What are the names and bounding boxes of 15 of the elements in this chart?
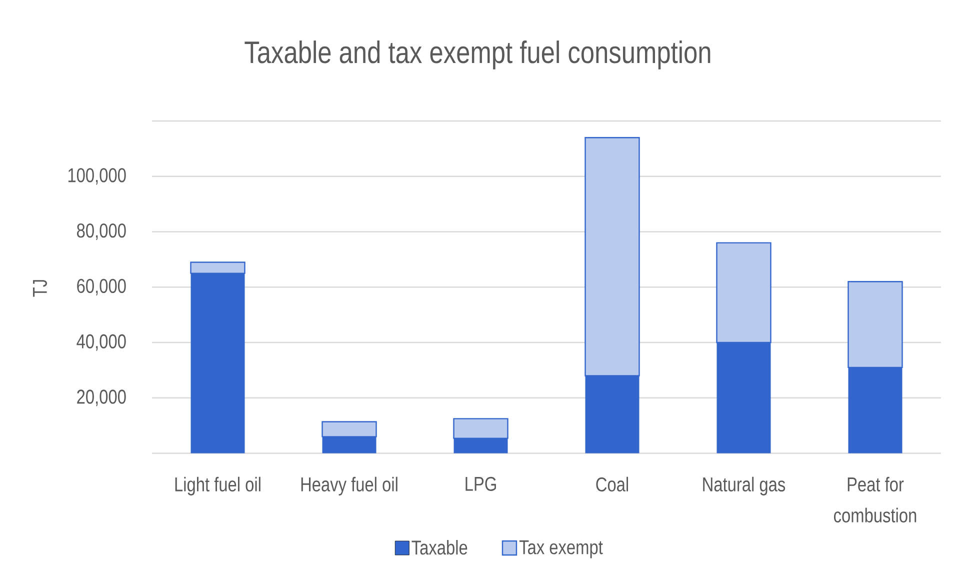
y-tick-label: 100,000	[68, 168, 126, 185]
x-tick-label: Peat for combustion	[834, 476, 916, 522]
legend-label: Tax exempt	[519, 540, 603, 558]
x-tick-label: Natural gas	[703, 476, 786, 496]
x-tick-label: Light fuel oil	[175, 476, 260, 496]
legend-label: Taxable	[412, 540, 468, 555]
x-tick-label: Coal	[596, 476, 628, 492]
y-axis-title: TJ	[33, 280, 47, 297]
y-tick-label: 80,000	[77, 224, 126, 240]
y-tick-label: 40,000	[76, 334, 126, 351]
chart-title: Taxable and tax exempt fuel consumption	[244, 40, 710, 70]
x-tick-label: LPG	[466, 476, 496, 491]
x-tick-label: Heavy fuel oil	[301, 476, 398, 496]
y-tick-label: 60,000	[77, 278, 126, 296]
y-tick-label: 20,000	[77, 390, 126, 406]
